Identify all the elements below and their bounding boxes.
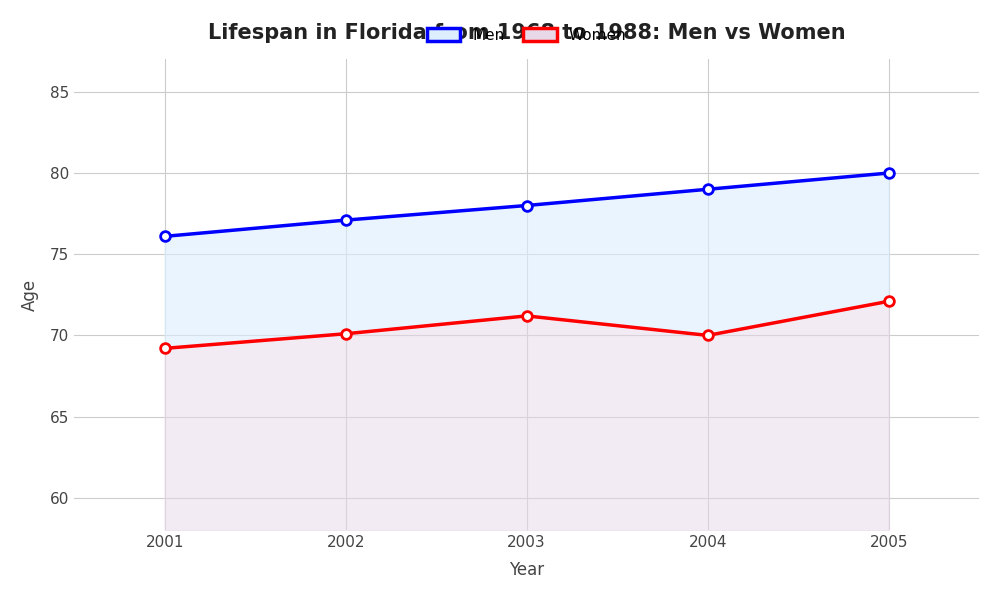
Y-axis label: Age: Age xyxy=(21,279,39,311)
Title: Lifespan in Florida from 1968 to 1988: Men vs Women: Lifespan in Florida from 1968 to 1988: M… xyxy=(208,23,845,43)
X-axis label: Year: Year xyxy=(509,561,544,579)
Legend: Men, Women: Men, Women xyxy=(419,20,634,50)
